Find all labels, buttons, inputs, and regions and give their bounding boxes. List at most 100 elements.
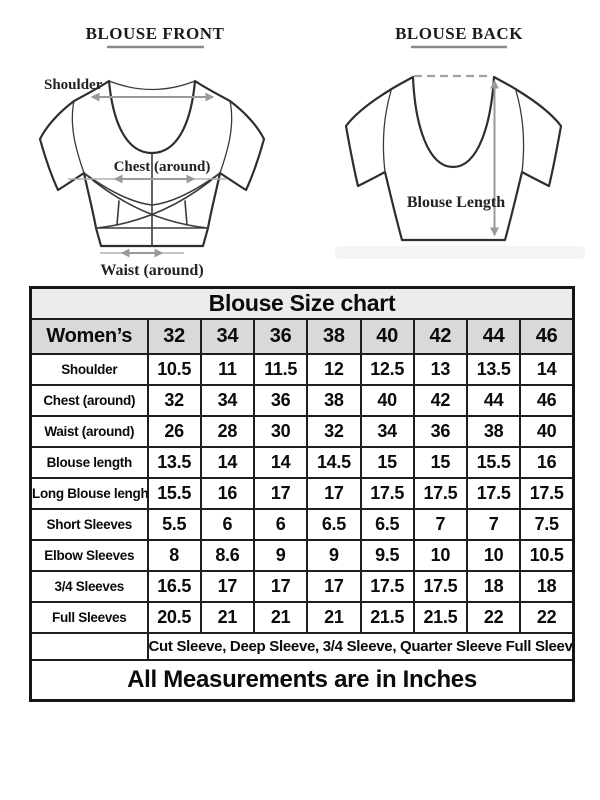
measurement-cell: 13.5 — [146, 446, 202, 479]
measurement-cell: 15 — [359, 446, 415, 479]
measurement-cell: 40 — [359, 384, 415, 417]
measurement-cell: 5.5 — [146, 508, 202, 541]
measurement-cell: 36 — [252, 384, 309, 417]
measurement-cell: 7 — [412, 508, 469, 541]
front-right-armhole-seam — [219, 100, 233, 174]
blouse-diagrams: BLOUSE FRONT Shoulder Chest (around) Wa — [38, 24, 585, 279]
measurement-cell: 13 — [412, 353, 469, 386]
measurement-cell: 15.5 — [146, 477, 202, 510]
measurement-cell: 17 — [252, 570, 309, 603]
table-row: Long Blouse lenght 15.5 16 17 17 17.5 17.5 17.5… — [29, 477, 575, 510]
measurement-cell: 16 — [519, 446, 575, 479]
measurement-cell: 18 — [519, 570, 575, 603]
size-col-header: 38 — [306, 318, 362, 355]
back-right-armhole-seam — [515, 90, 525, 173]
back-outline — [344, 75, 563, 242]
measurement-cell: 21.5 — [359, 601, 415, 634]
measurement-cell: 11 — [199, 353, 256, 386]
measurement-cell: 36 — [412, 415, 469, 448]
measurement-cell: 34 — [359, 415, 415, 448]
measurement-cell: 17 — [252, 477, 309, 510]
row-label: Chest (around) — [29, 384, 149, 417]
table-row: Shoulder 10.5 11 11.5 12 12.5 13 13.5 14 — [29, 353, 575, 386]
measurement-cell: 32 — [146, 384, 202, 417]
shoulder-label: Shoulder — [44, 77, 103, 93]
table-title: Blouse Size chart — [29, 286, 575, 320]
table-row: Full Sleeves 20.5 21 21 21 21.5 21.5 22 22 — [29, 601, 575, 634]
table-title-row: Blouse Size chart — [29, 286, 575, 320]
row-label: 3/4 Sleeves — [29, 570, 149, 603]
measurement-cell: 9.5 — [359, 539, 415, 572]
measurement-cell: 11.5 — [252, 353, 309, 386]
measurement-cell: 17 — [306, 477, 362, 510]
measurement-cell: 17.5 — [519, 477, 575, 510]
table-row: Elbow Sleeves 8 8.6 9 9 9.5 10 10 10.5 — [29, 539, 575, 572]
measurement-cell: 6.5 — [306, 508, 362, 541]
table-row: Blouse length 13.5 14 14 14.5 15 15 15.5 16 — [29, 446, 575, 479]
measurement-cell: 17.5 — [359, 477, 415, 510]
measurement-cell: 14.5 — [306, 446, 362, 479]
measurement-cell: 10 — [412, 539, 469, 572]
size-col-header: 40 — [359, 318, 415, 355]
blouse-back-title: BLOUSE BACK — [395, 24, 523, 43]
footer-row: All Measurements are in Inches — [29, 659, 575, 702]
front-left-dart — [116, 200, 120, 226]
measurement-cell: 12 — [306, 353, 362, 386]
measurement-cell: 7.5 — [519, 508, 575, 541]
measurement-cell: 8 — [146, 539, 202, 572]
measurement-cell: 16 — [199, 477, 256, 510]
measurement-cell: 17.5 — [412, 477, 469, 510]
blouse-front-title: BLOUSE FRONT — [86, 24, 225, 43]
blouse-size-table: Blouse Size chart Women’s 32 34 36 38 40 42 44… — [29, 286, 575, 702]
row-label: Long Blouse lenght — [29, 477, 149, 510]
measurement-cell: 32 — [306, 415, 362, 448]
size-col-header: 42 — [412, 318, 469, 355]
size-col-header: 34 — [199, 318, 256, 355]
measurement-cell: 21.5 — [412, 601, 469, 634]
chest-label: Chest (around) — [114, 159, 211, 175]
measurement-cell: 17 — [199, 570, 256, 603]
measurement-cell: 6 — [199, 508, 256, 541]
measurement-cell: 14 — [519, 353, 575, 386]
measurement-cell: 22 — [519, 601, 575, 634]
measurement-cell: 34 — [199, 384, 256, 417]
size-col-header: 32 — [146, 318, 202, 355]
measurement-cell: 28 — [199, 415, 256, 448]
row-label: Blouse length — [29, 446, 149, 479]
measurement-cell: 38 — [465, 415, 522, 448]
measurement-cell: 14 — [199, 446, 256, 479]
measurement-cell: 16.5 — [146, 570, 202, 603]
measurement-cell: 7 — [465, 508, 522, 541]
row-label: Elbow Sleeves — [29, 539, 149, 572]
measurement-cell: 10 — [465, 539, 522, 572]
size-col-header: 44 — [465, 318, 522, 355]
front-right-dart — [184, 200, 188, 226]
sleeve-note: Cut Sleeve, Deep Sleeve, 3/4 Sleeve, Qua… — [146, 632, 575, 661]
measurement-cell: 17.5 — [412, 570, 469, 603]
measurement-cell: 10.5 — [519, 539, 575, 572]
front-left-cross-seam — [83, 172, 209, 229]
table-row: Waist (around) 26 28 30 32 34 36 38 40 — [29, 415, 575, 448]
measurement-cell: 21 — [199, 601, 256, 634]
measurement-rows: Shoulder 10.5 11 11.5 12 12.5 13 13.5 14 Chest (a… — [29, 353, 575, 634]
measurement-cell: 15.5 — [465, 446, 522, 479]
back-shadow — [335, 246, 585, 259]
front-backneck-curve — [108, 80, 196, 91]
measurement-cell: 15 — [412, 446, 469, 479]
measurement-cell: 13.5 — [465, 353, 522, 386]
row-label: Full Sleeves — [29, 601, 149, 634]
sleeve-note-empty-cell — [29, 632, 149, 661]
measurement-cell: 44 — [465, 384, 522, 417]
measurement-cell: 42 — [412, 384, 469, 417]
blouse-front-diagram: BLOUSE FRONT Shoulder Chest (around) Wa — [38, 24, 266, 279]
front-right-cross-seam — [95, 172, 221, 229]
measurements-unit-note: All Measurements are in Inches — [29, 659, 575, 702]
measurement-cell: 10.5 — [146, 353, 202, 386]
row-label: Waist (around) — [29, 415, 149, 448]
measurement-cell: 12.5 — [359, 353, 415, 386]
table-row: Chest (around) 32 34 36 38 40 42 44 46 — [29, 384, 575, 417]
row-label: Short Sleeves — [29, 508, 149, 541]
measurement-cell: 6.5 — [359, 508, 415, 541]
back-left-armhole-seam — [382, 90, 392, 173]
